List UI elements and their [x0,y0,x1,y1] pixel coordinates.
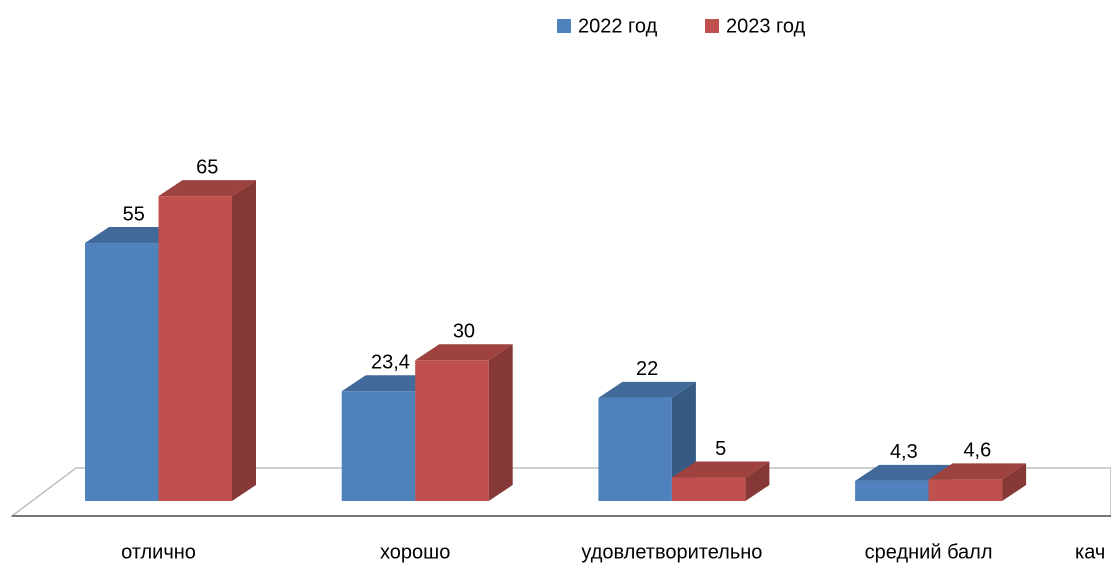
data-label: 55 [123,203,145,225]
data-label: 23,4 [371,352,410,374]
bar-side [1002,463,1027,501]
legend-swatch [705,19,719,33]
bar-top [415,344,513,361]
bar-top [341,375,440,392]
legend-label: 2023 год [726,15,806,37]
x-tick-label: кач [1075,541,1105,563]
bar-top [671,461,770,478]
data-label: 4,6 [963,440,991,462]
legend-swatch [557,19,571,33]
bar [671,477,746,501]
bar [341,391,416,501]
data-label: 65 [196,156,218,178]
bar [158,196,232,501]
bar-top [855,464,953,481]
bar [85,243,159,502]
data-label: 4,3 [890,441,918,463]
x-tick-label: удовлетворительно [581,541,762,563]
bar [855,480,929,501]
bar [928,479,1003,501]
bar [415,360,489,501]
x-tick-label: средний балл [865,541,993,563]
x-tick-label: хорошо [380,541,450,563]
bar-top [158,180,256,197]
data-label: 22 [636,358,658,380]
bar-top [928,463,1027,480]
bar-side [488,344,513,501]
legend-label: 2022 год [578,15,658,37]
bar-side [745,461,770,501]
bar-top [598,381,696,398]
bar-top [85,227,183,244]
bar-side [232,180,256,501]
bar [598,397,672,501]
x-tick-label: отлично [121,541,196,563]
data-label: 5 [715,438,726,460]
data-label: 30 [453,321,475,343]
